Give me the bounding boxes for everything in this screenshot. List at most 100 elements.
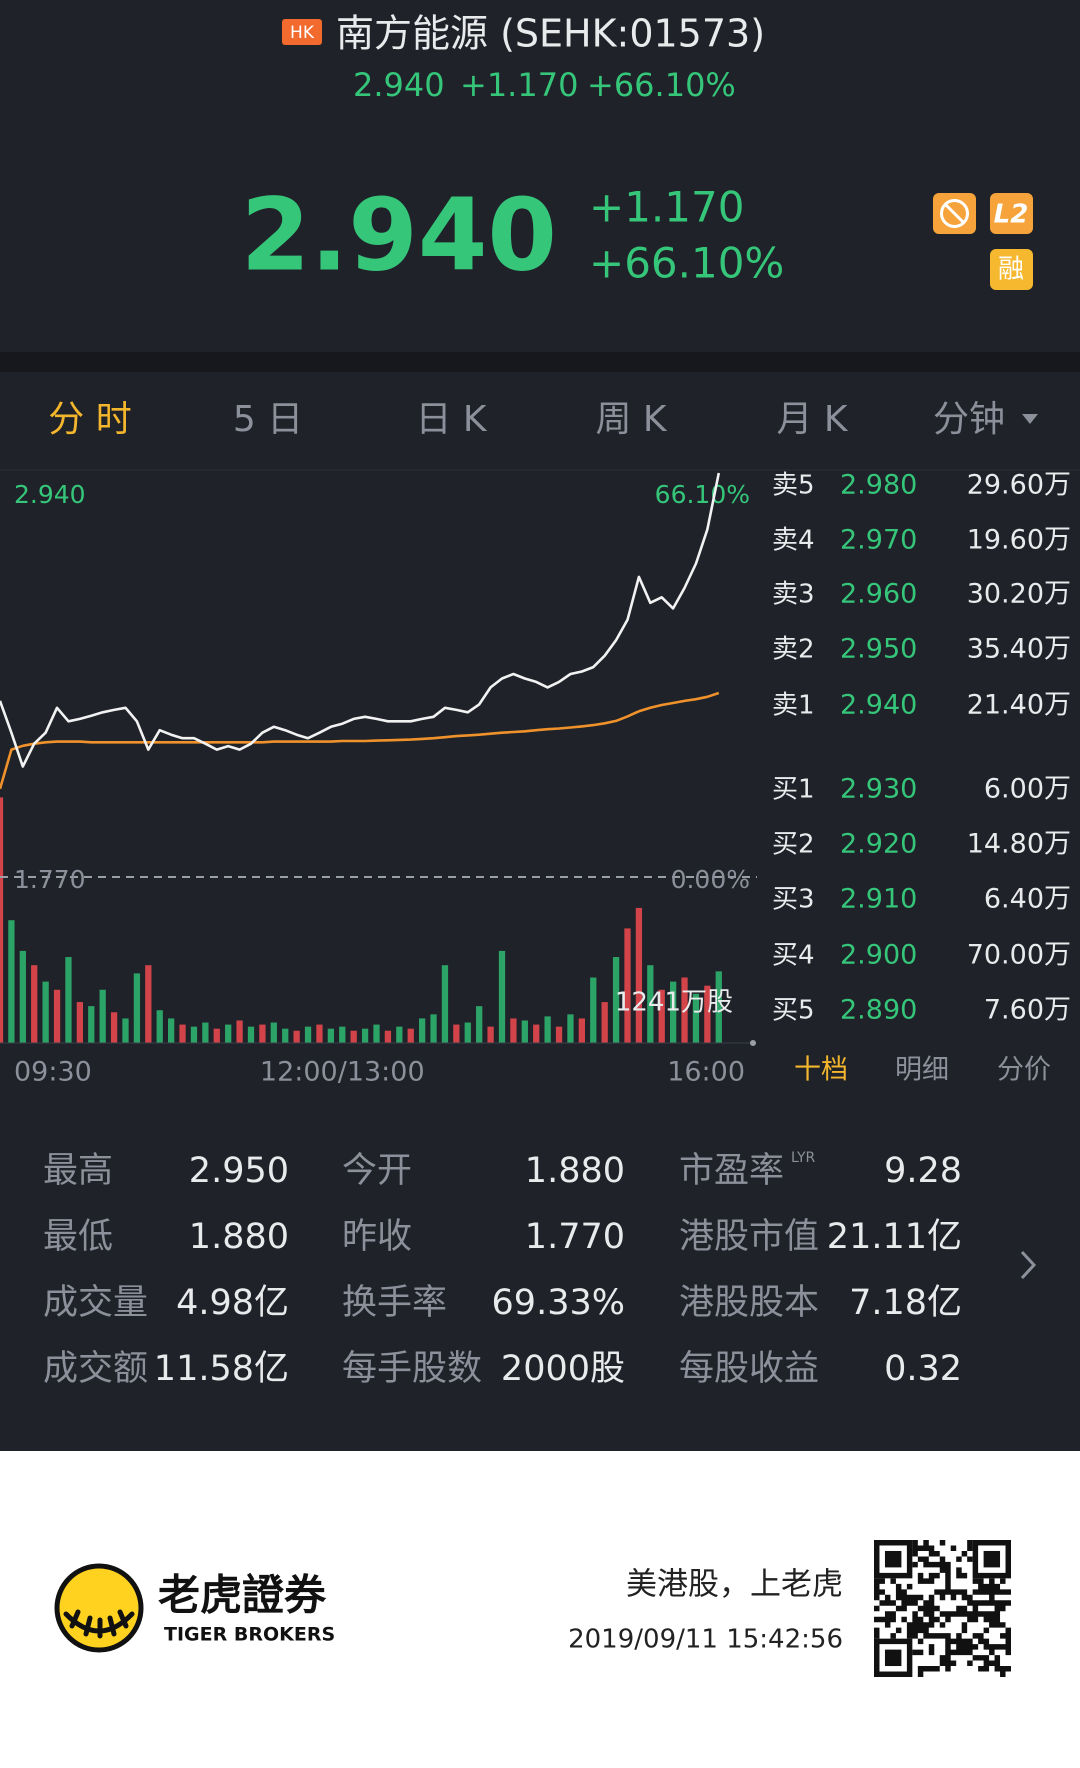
volume-bar	[715, 971, 722, 1043]
volume-bar	[521, 1020, 528, 1043]
volume-bar	[555, 1026, 563, 1043]
header-price: 2.940	[353, 66, 445, 104]
qr-modules	[874, 1540, 1011, 1677]
stat-value: 2.950	[189, 1151, 289, 1191]
header-change: +1.170	[460, 66, 578, 104]
icon-symbol	[940, 199, 969, 228]
volume-bar	[110, 1012, 118, 1043]
last-change: +1.170	[589, 183, 744, 232]
order-level: 卖5	[772, 471, 815, 501]
volume-bar	[282, 1028, 289, 1043]
detail-tab[interactable]: 十档	[794, 1055, 848, 1086]
volume-bar	[19, 950, 26, 1043]
volume-bar	[441, 965, 449, 1043]
icon-symbol	[943, 202, 966, 225]
price-line	[0, 472, 721, 768]
volume-bar	[156, 1010, 163, 1043]
volume-bar	[247, 1026, 255, 1043]
order-price: 2.950	[840, 634, 917, 665]
period-tab[interactable]: 5 日	[233, 399, 303, 440]
order-price: 2.960	[840, 579, 917, 610]
qr-finder	[972, 1539, 1012, 1579]
stat-label: 港股股本	[679, 1283, 819, 1323]
stat-label: 港股市值	[679, 1217, 819, 1257]
volume-bar	[31, 965, 38, 1043]
stat-value: 21.11亿	[827, 1217, 962, 1257]
brand-name-en: TIGER BROKERS	[164, 1624, 335, 1646]
volume-bar	[259, 1024, 266, 1043]
volume-bar	[99, 989, 106, 1043]
x-tick-label: 16:00	[667, 1057, 745, 1088]
y2-tick-label: 66.10%	[655, 480, 750, 509]
period-tab[interactable]: 日 K	[415, 399, 487, 440]
volume-bar	[612, 957, 620, 1043]
logo-stripes	[63, 1609, 135, 1639]
y-tick-label: 2.940	[14, 480, 86, 509]
dark-background	[0, 0, 1080, 1451]
volume-bar	[544, 1016, 551, 1043]
icon-box	[990, 249, 1033, 290]
volume-bar	[476, 1006, 483, 1043]
volume-bar	[42, 981, 49, 1043]
stat-value: 1.880	[525, 1151, 625, 1191]
order-volume: 21.40万	[967, 690, 1071, 721]
order-price: 2.920	[840, 829, 917, 860]
volume-bar	[53, 989, 61, 1043]
icon-box	[990, 193, 1033, 234]
stat-label: 今开	[342, 1151, 412, 1191]
qr-finder	[873, 1539, 913, 1579]
period-tab[interactable]: 分 时	[48, 399, 131, 440]
stat-label: 最高	[43, 1151, 113, 1191]
period-tab[interactable]: 分钟	[933, 399, 1005, 440]
volume-bar	[236, 1020, 243, 1043]
volume-bar	[692, 993, 700, 1043]
volume-bar	[145, 965, 152, 1043]
volume-bar	[373, 1024, 380, 1043]
stat-value: 1.770	[525, 1217, 625, 1257]
stat-value: 9.28	[884, 1151, 962, 1191]
order-price: 2.890	[840, 995, 917, 1026]
volume-bar	[533, 1024, 540, 1043]
period-tab[interactable]: 周 K	[595, 399, 667, 440]
order-volume: 19.60万	[967, 525, 1071, 556]
volume-bar	[498, 950, 506, 1043]
header-change-pct: +66.10%	[587, 66, 736, 104]
order-price: 2.940	[840, 690, 917, 721]
more-chevron[interactable]	[1020, 1250, 1037, 1280]
volume-bar	[407, 1028, 414, 1043]
period-tab[interactable]: 月 K	[776, 399, 848, 440]
volume-bar	[0, 797, 4, 1043]
slogan: 美港股，上老虎	[626, 1567, 843, 1603]
detail-tab[interactable]: 分价	[997, 1055, 1051, 1086]
volume-bar	[669, 981, 677, 1043]
order-level: 卖3	[772, 580, 815, 610]
volume-bar	[510, 1018, 517, 1043]
qr-finder	[884, 1550, 902, 1568]
order-price: 2.980	[840, 470, 917, 501]
volume-bar	[658, 989, 665, 1043]
end-dot	[750, 1040, 756, 1046]
volume-bar	[167, 1018, 175, 1043]
order-volume: 30.20万	[967, 579, 1071, 610]
stat-value: 1.880	[189, 1217, 289, 1257]
stat-label: 最低	[43, 1217, 113, 1257]
icon-l2: L2	[994, 200, 1029, 230]
stat-value: 11.58亿	[154, 1349, 289, 1389]
volume-bar	[567, 1014, 574, 1043]
order-volume: 7.60万	[984, 995, 1071, 1026]
qr-finder	[983, 1550, 1001, 1568]
order-level: 卖4	[772, 526, 815, 556]
order-price: 2.970	[840, 525, 917, 556]
volume-bar	[76, 1002, 84, 1043]
detail-tab[interactable]: 明细	[895, 1055, 949, 1086]
volume-bar	[430, 1014, 437, 1043]
order-level: 卖1	[772, 691, 815, 721]
volume-bar	[213, 1028, 220, 1043]
volume-bar	[179, 1024, 186, 1043]
brand-name: 老虎證券	[158, 1571, 327, 1620]
stat-label: 每手股数	[342, 1349, 482, 1389]
order-level: 买3	[772, 885, 815, 915]
order-level: 买4	[772, 941, 815, 971]
separator	[0, 352, 1080, 372]
